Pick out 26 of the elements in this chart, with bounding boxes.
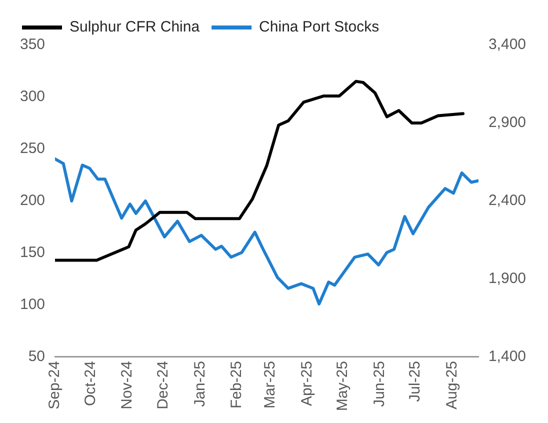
y-tick-label: 150 <box>20 244 46 262</box>
x-tick-label: Apr-25 <box>298 360 316 406</box>
x-tick-label: Jan-25 <box>191 360 208 407</box>
y-tick-label: 200 <box>20 192 46 210</box>
y-tick-label: 250 <box>20 140 46 158</box>
x-tick-label: Jul-25 <box>406 360 424 402</box>
y2-tick-label: 3,400 <box>488 36 526 54</box>
y2-tick-label: 1,400 <box>488 348 526 366</box>
x-tick-label: Nov-24 <box>118 360 136 410</box>
x-tick-label: Dec-24 <box>154 360 172 410</box>
y-tick-label: 300 <box>20 88 46 106</box>
y2-tick-label: 1,900 <box>488 270 526 288</box>
x-tick-label: Sep-24 <box>46 360 64 410</box>
y2-tick-label: 2,400 <box>488 192 526 210</box>
y2-tick-label: 2,900 <box>488 114 526 132</box>
x-tick-label: Feb-25 <box>228 360 246 409</box>
x-tick-label: May-25 <box>334 360 352 412</box>
x-tick-label: Oct-24 <box>82 360 99 406</box>
y-tick-label: 100 <box>20 296 46 314</box>
x-tick-label: Aug-25 <box>443 360 460 410</box>
y-tick-label: 50 <box>28 348 46 366</box>
y-tick-label: 350 <box>20 36 46 54</box>
legend-label: China Port Stocks <box>259 18 380 36</box>
legend-label: Sulphur CFR China <box>70 18 200 36</box>
x-tick-label: Jun-25 <box>370 360 388 407</box>
x-tick-label: Mar-25 <box>261 360 278 408</box>
